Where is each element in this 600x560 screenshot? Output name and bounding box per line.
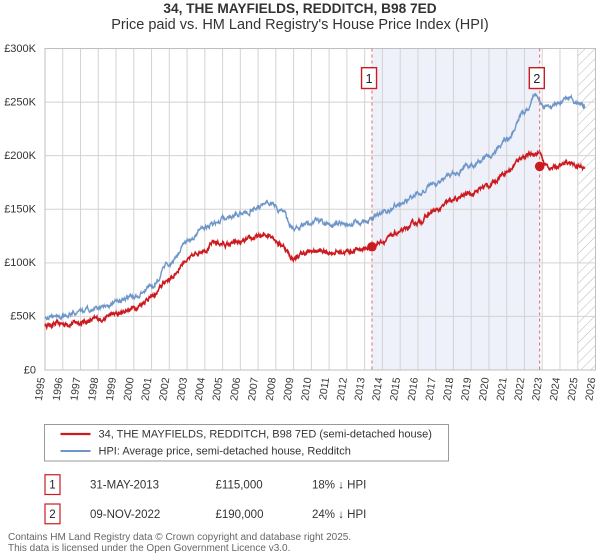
svg-text:£100K: £100K xyxy=(4,257,36,269)
svg-text:1997: 1997 xyxy=(68,377,83,402)
svg-text:2019: 2019 xyxy=(459,377,474,402)
svg-text:£50K: £50K xyxy=(10,311,36,323)
svg-text:2009: 2009 xyxy=(281,377,296,402)
svg-text:2: 2 xyxy=(533,72,540,86)
svg-text:2: 2 xyxy=(49,509,55,521)
svg-text:2017: 2017 xyxy=(424,377,439,402)
svg-text:2016: 2016 xyxy=(406,377,421,402)
svg-text:2004: 2004 xyxy=(193,377,208,402)
svg-text:34, THE MAYFIELDS, REDDITCH, B: 34, THE MAYFIELDS, REDDITCH, B98 7ED (se… xyxy=(99,429,432,441)
svg-text:2001: 2001 xyxy=(139,377,154,402)
svg-text:£115,000: £115,000 xyxy=(216,480,263,492)
svg-text:1: 1 xyxy=(49,480,55,492)
svg-text:2011: 2011 xyxy=(317,377,332,401)
svg-text:£150K: £150K xyxy=(4,204,36,216)
svg-text:2002: 2002 xyxy=(157,377,172,402)
svg-text:09-NOV-2022: 09-NOV-2022 xyxy=(90,509,160,521)
svg-text:£0: £0 xyxy=(24,364,36,376)
svg-text:2000: 2000 xyxy=(122,377,137,402)
svg-text:2003: 2003 xyxy=(175,377,190,402)
svg-text:2005: 2005 xyxy=(210,377,225,402)
svg-text:1995: 1995 xyxy=(33,377,48,402)
svg-text:2026: 2026 xyxy=(583,377,598,402)
svg-text:2012: 2012 xyxy=(335,377,350,402)
svg-text:2006: 2006 xyxy=(228,377,243,402)
svg-text:2024: 2024 xyxy=(548,377,563,402)
svg-text:2010: 2010 xyxy=(299,377,314,402)
svg-text:2020: 2020 xyxy=(477,377,492,402)
svg-text:HPI: Average price, semi-detac: HPI: Average price, semi-detached house,… xyxy=(99,446,351,458)
svg-text:24% ↓ HPI: 24% ↓ HPI xyxy=(312,509,366,521)
svg-text:1998: 1998 xyxy=(86,377,101,402)
svg-text:1999: 1999 xyxy=(104,377,119,402)
svg-text:31-MAY-2013: 31-MAY-2013 xyxy=(90,480,159,492)
svg-text:2015: 2015 xyxy=(388,377,403,402)
svg-text:2022: 2022 xyxy=(512,377,527,402)
svg-text:2008: 2008 xyxy=(264,377,279,402)
svg-text:£300K: £300K xyxy=(4,43,36,55)
svg-text:2018: 2018 xyxy=(441,377,456,402)
svg-text:1996: 1996 xyxy=(51,377,66,402)
svg-text:£190,000: £190,000 xyxy=(216,509,264,521)
svg-text:2021: 2021 xyxy=(495,377,510,402)
svg-text:2023: 2023 xyxy=(530,377,545,402)
svg-text:2007: 2007 xyxy=(246,377,261,402)
svg-text:2013: 2013 xyxy=(352,377,367,402)
svg-text:£200K: £200K xyxy=(4,150,36,162)
svg-text:2025: 2025 xyxy=(566,377,581,402)
svg-text:£250K: £250K xyxy=(4,96,36,108)
svg-text:1: 1 xyxy=(366,72,373,86)
svg-text:2014: 2014 xyxy=(370,377,385,402)
svg-text:18% ↓ HPI: 18% ↓ HPI xyxy=(312,480,366,492)
